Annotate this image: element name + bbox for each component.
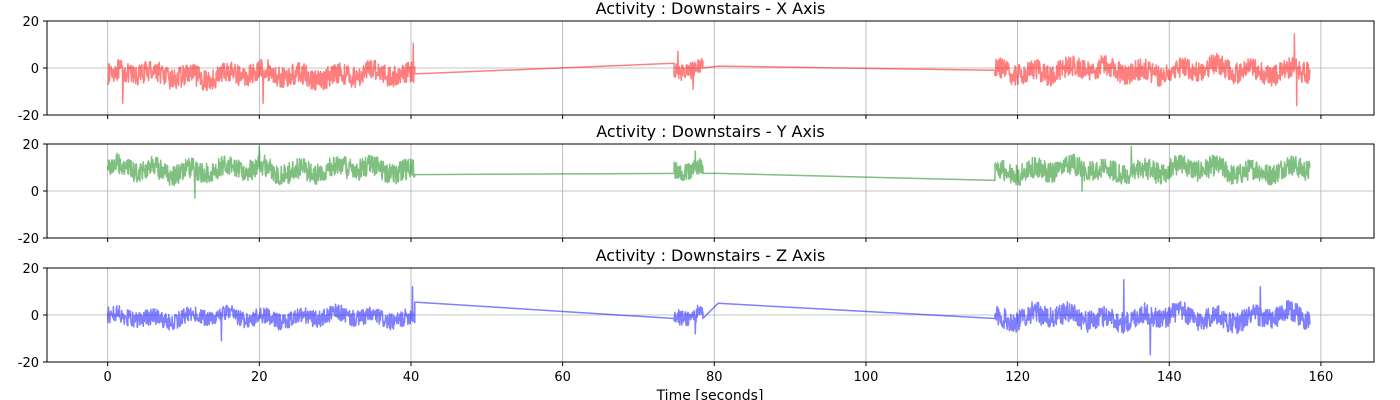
y-tick-label: -20 — [18, 232, 39, 247]
x-axis-label: Time [seconds] — [656, 388, 764, 400]
x-tick-label: 60 — [554, 370, 571, 385]
subplot-title-z: Activity : Downstairs - Z Axis — [596, 246, 826, 265]
x-tick-label: 20 — [251, 370, 268, 385]
y-tick-label: 20 — [22, 15, 39, 30]
y-tick-label: -20 — [18, 109, 39, 124]
x-tick-label: 80 — [706, 370, 723, 385]
signal-line-x — [106, 33, 1311, 107]
signal-line-y — [106, 145, 1311, 199]
ticks-x: -20 0 20 — [18, 15, 1322, 124]
y-tick-label: 0 — [31, 309, 39, 324]
x-tick-label: 40 — [403, 370, 420, 385]
x-tick-label: 100 — [854, 370, 879, 385]
x-tick-label: 120 — [1005, 370, 1030, 385]
subplot-x-axis: -20 0 20 Activity : Downstairs - X Axis — [18, 0, 1375, 124]
subplot-y-axis: -20 0 20 Activity : Downstairs - Y Axis — [18, 122, 1375, 247]
x-tick-label: 0 — [104, 370, 112, 385]
x-tick-label: 160 — [1309, 370, 1334, 385]
y-tick-label: 20 — [22, 138, 39, 153]
subplot-title-y: Activity : Downstairs - Y Axis — [596, 122, 825, 141]
y-tick-label: 0 — [31, 62, 39, 77]
y-tick-label: 20 — [22, 262, 39, 277]
y-tick-label: 0 — [31, 185, 39, 200]
x-tick-label: 140 — [1157, 370, 1182, 385]
ticks-y: -20 0 20 — [18, 138, 1322, 247]
subplot-z-axis: -20 0 20 0 20 40 60 80 100 120 140 160 Activity : D… — [18, 246, 1375, 385]
signal-line-z — [106, 279, 1311, 356]
ticks-z: -20 0 20 0 20 40 60 80 100 120 140 160 — [18, 262, 1334, 385]
y-tick-label: -20 — [18, 356, 39, 371]
subplot-title-x: Activity : Downstairs - X Axis — [596, 0, 826, 18]
